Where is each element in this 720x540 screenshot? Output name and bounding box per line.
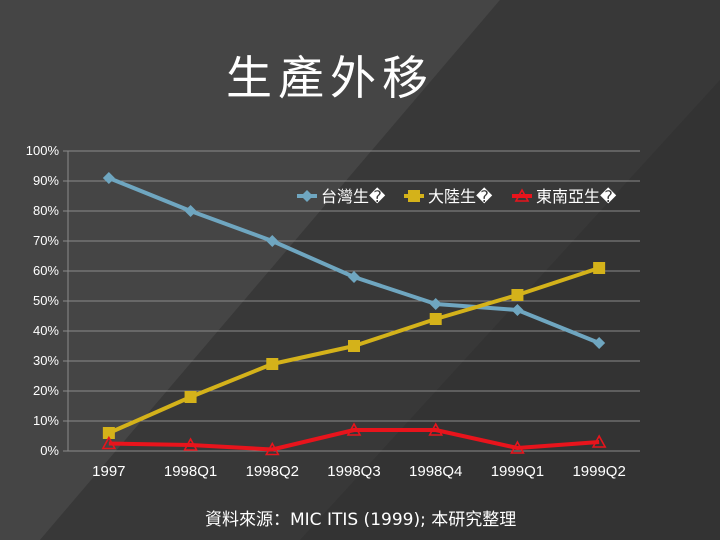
- data-point: [348, 271, 360, 283]
- legend-marker: [408, 190, 420, 202]
- y-tick-label: 0%: [40, 443, 59, 458]
- legend-marker: [301, 190, 313, 202]
- x-tick-label: 1998Q4: [409, 463, 462, 480]
- x-tick-label: 1998Q1: [164, 463, 217, 480]
- x-tick-label: 1999Q2: [572, 463, 625, 480]
- y-tick-label: 50%: [33, 293, 59, 308]
- data-point: [593, 337, 606, 349]
- data-point: [510, 440, 525, 454]
- legend-label: 大陸生�: [428, 187, 493, 206]
- legend-marker: [514, 188, 530, 202]
- y-tick-label: 100%: [26, 143, 60, 158]
- data-point: [511, 304, 524, 316]
- x-tick-label: 1998Q2: [246, 463, 299, 480]
- data-point: [264, 441, 280, 456]
- data-point: [266, 235, 279, 247]
- data-point: [184, 391, 197, 403]
- series-line-3: [108, 428, 600, 452]
- y-tick-label: 90%: [33, 173, 59, 188]
- data-point: [348, 340, 360, 352]
- data-point: [102, 172, 115, 184]
- data-point: [593, 262, 606, 274]
- data-point: [429, 313, 442, 325]
- y-tick-label: 70%: [33, 233, 59, 248]
- x-tick-label: 1997: [92, 463, 125, 480]
- y-tick-label: 30%: [33, 353, 59, 368]
- legend-label: 東南亞生�: [536, 187, 617, 206]
- data-point: [591, 434, 607, 448]
- slide-title: 生產外移: [226, 51, 434, 105]
- y-tick-label: 40%: [33, 323, 59, 338]
- data-point: [183, 437, 198, 451]
- source-note: 資料來源：MIC ITIS (1999); 本研究整理: [205, 510, 517, 530]
- data-point: [101, 435, 117, 450]
- x-tick-label: 1999Q1: [491, 463, 544, 480]
- data-point: [511, 289, 524, 301]
- data-point: [429, 298, 442, 310]
- data-point: [346, 422, 362, 436]
- x-tick-label: 1998Q3: [327, 463, 380, 480]
- y-tick-label: 60%: [33, 263, 59, 278]
- legend-label: 台灣生�: [321, 187, 386, 206]
- data-point: [428, 422, 444, 436]
- y-tick-label: 80%: [33, 203, 59, 218]
- y-tick-label: 10%: [33, 413, 59, 428]
- data-point: [102, 427, 115, 439]
- data-point: [266, 358, 279, 370]
- data-point: [184, 205, 197, 217]
- y-tick-label: 20%: [33, 383, 59, 398]
